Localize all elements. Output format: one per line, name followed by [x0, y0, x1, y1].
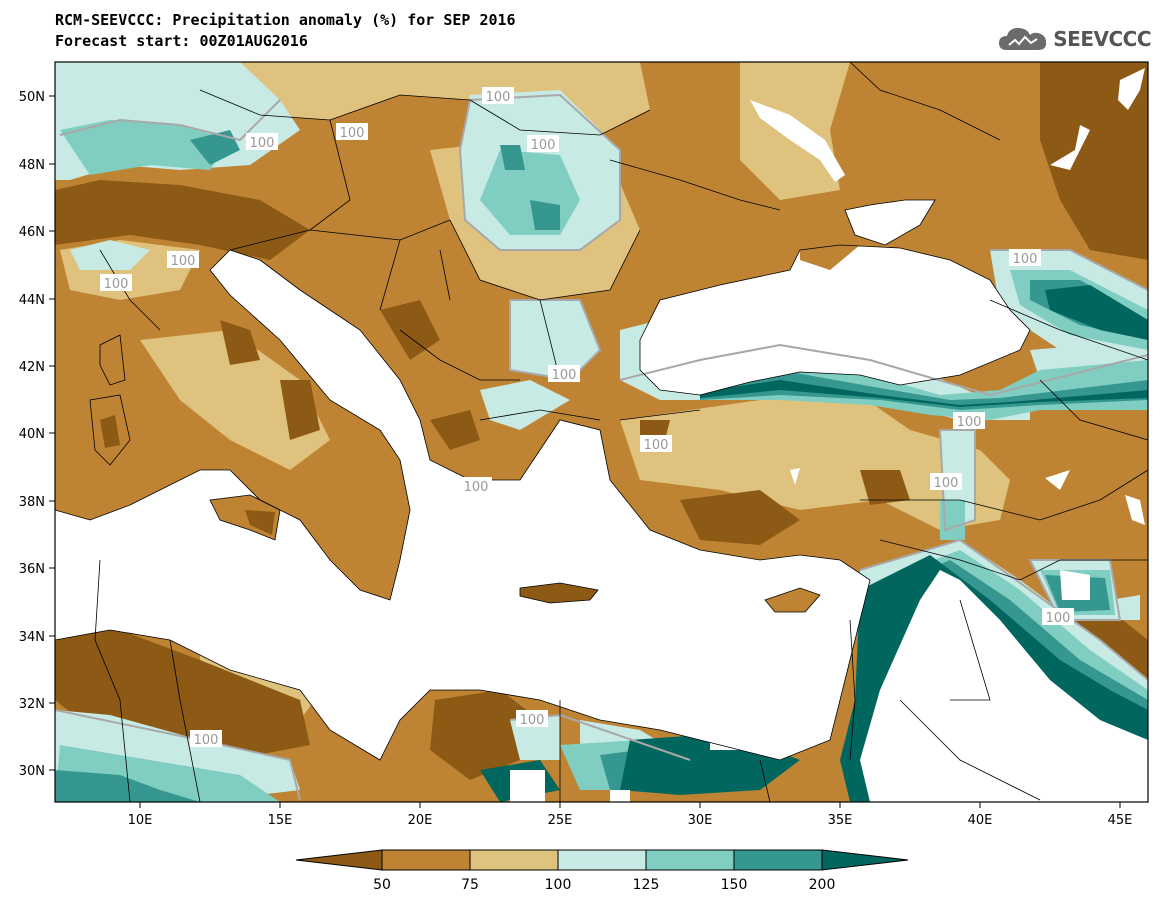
boundaries: [55, 62, 1148, 802]
lon-label: 15E: [268, 813, 293, 828]
logo-text: SEEVCCC: [1053, 27, 1151, 51]
colorbar-left-triangle: [295, 849, 383, 871]
crete: [520, 583, 598, 603]
lat-label: 38N: [19, 495, 45, 510]
lon-label: 40E: [968, 813, 993, 828]
lon-label: 10E: [128, 813, 153, 828]
lon-label: 45E: [1108, 813, 1133, 828]
lat-label: 44N: [19, 293, 45, 308]
tuz-lake-mask: [790, 468, 800, 485]
colorbar-label: 125: [633, 877, 660, 893]
van-lake-mask: [1045, 470, 1070, 490]
cyprus: [765, 588, 820, 612]
lat-label: 50N: [19, 90, 45, 105]
colorbar-segment: [557, 849, 647, 871]
contour-label: 100: [486, 90, 511, 105]
volga-mask: [1118, 68, 1145, 110]
colorbar-segment: [733, 849, 823, 871]
lat-label: 30N: [19, 764, 45, 779]
contour-label: 100: [464, 480, 489, 495]
don-mask: [1050, 125, 1090, 170]
longitude-axis: 10E 15E 20E 25E 30E 35E 40E 45E: [128, 802, 1133, 828]
colorbar: 50 75 100 125 150 200: [295, 849, 909, 893]
arabia-mask: [860, 570, 1148, 802]
colorbar-label: 150: [721, 877, 748, 893]
egypt-mask: [710, 735, 760, 750]
lat-label: 48N: [19, 158, 45, 173]
forecast-start: Forecast start: 00Z01AUG2016: [55, 32, 308, 50]
map-title: RCM-SEEVCCC: Precipitation anomaly (%) f…: [55, 11, 516, 29]
contour-label: 100: [250, 136, 275, 151]
corsica: [100, 335, 125, 385]
contour-label: 100: [957, 415, 982, 430]
contour-label: 100: [531, 138, 556, 153]
lon-label: 20E: [408, 813, 433, 828]
contour-label: 100: [340, 126, 365, 141]
seevccc-logo: SEEVCCC: [997, 24, 1151, 54]
lat-label: 32N: [19, 697, 45, 712]
colorbar-segment: [469, 849, 559, 871]
cloud-logo-icon: [999, 28, 1047, 50]
contour-label: 100: [194, 733, 219, 748]
lat-label: 40N: [19, 427, 45, 442]
lon-label: 30E: [688, 813, 713, 828]
lat-label: 36N: [19, 562, 45, 577]
iraq-mask: [1060, 570, 1090, 600]
lat-label: 46N: [19, 225, 45, 240]
lat-label: 34N: [19, 630, 45, 645]
sea-and-mask: [55, 68, 1148, 802]
colorbar-segment: [645, 849, 735, 871]
mediterranean-sea: [55, 250, 870, 760]
libya-mask-1: [510, 770, 545, 802]
contour-label: 100: [520, 713, 545, 728]
contour-label: 100: [1013, 252, 1038, 267]
precipitation-field: 100 100 100 100 100 100 100 100 100 100 …: [55, 62, 1148, 802]
dark-brown-regions: [55, 62, 1148, 780]
colorbar-label: 50: [373, 877, 391, 893]
crimea: [800, 225, 860, 270]
contour-label: 100: [104, 277, 129, 292]
contour-labels: 100 100 100 100 100 100 100 100 100 100 …: [100, 87, 1074, 748]
lon-label: 35E: [828, 813, 853, 828]
title-block: RCM-SEEVCCC: Precipitation anomaly (%) f…: [55, 10, 516, 52]
lon-label: 25E: [548, 813, 573, 828]
islands: [90, 200, 935, 612]
contour-label: 100: [644, 438, 669, 453]
latitude-axis: 50N 48N 46N 44N 42N 40N 38N 36N 34N 32N …: [19, 90, 55, 779]
lat-label: 42N: [19, 360, 45, 375]
colorbar-label: 100: [545, 877, 572, 893]
colorbar-label: 200: [809, 877, 836, 893]
contour-label: 100: [1046, 611, 1071, 626]
colorbar-right-triangle: [821, 849, 909, 871]
contour-label: 100: [171, 254, 196, 269]
black-sea: [640, 245, 1030, 395]
egypt-mask-2: [610, 790, 630, 802]
azov-sea: [845, 200, 935, 245]
dnieper-mask: [750, 100, 845, 182]
map-frame: [54, 61, 1149, 803]
urmia-lake-mask: [1125, 495, 1145, 525]
colorbar-label: 75: [461, 877, 479, 893]
contour-label: 100: [934, 476, 959, 491]
contour-label: 100: [552, 368, 577, 383]
colorbar-segment: [381, 849, 471, 871]
